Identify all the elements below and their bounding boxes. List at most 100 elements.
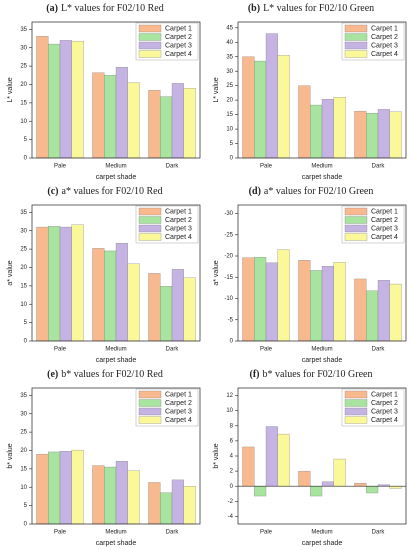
bar bbox=[127, 82, 140, 159]
bar bbox=[92, 248, 105, 342]
bar bbox=[148, 90, 161, 159]
legend-swatch bbox=[344, 207, 368, 216]
x-tick-label: Dark bbox=[166, 347, 180, 353]
legend-swatch bbox=[138, 207, 162, 216]
bar bbox=[171, 269, 184, 342]
bar bbox=[389, 486, 402, 489]
y-tick-label: -2 bbox=[228, 499, 234, 505]
x-axis-label: carpet shade bbox=[302, 174, 343, 181]
legend-label: Carpet 1 bbox=[165, 392, 192, 399]
bar bbox=[242, 257, 255, 342]
bar bbox=[277, 433, 290, 487]
bar bbox=[171, 83, 184, 159]
y-tick-label: 15 bbox=[20, 283, 27, 289]
plot-frame bbox=[237, 204, 407, 342]
y-tick-label: 35 bbox=[20, 393, 27, 399]
y-tick-label: 30 bbox=[20, 228, 27, 234]
bar bbox=[92, 465, 105, 525]
bar bbox=[36, 454, 49, 525]
x-tick-label: Medium bbox=[105, 164, 126, 170]
bar bbox=[366, 486, 379, 494]
bar bbox=[48, 226, 61, 342]
panel-label: (c) bbox=[47, 186, 58, 197]
x-tick-label: Pale bbox=[260, 347, 273, 353]
x-tick-label: Medium bbox=[311, 164, 332, 170]
y-tick-label: 5 bbox=[24, 503, 28, 509]
bar bbox=[333, 458, 346, 487]
x-tick-label: Dark bbox=[166, 164, 180, 170]
x-axis-label: carpet shade bbox=[302, 540, 343, 547]
legend-swatch bbox=[138, 399, 162, 407]
legend-swatch bbox=[138, 50, 162, 58]
y-tick-label: 45 bbox=[226, 25, 233, 31]
title-text: L* values for F02/10 Green bbox=[263, 3, 374, 14]
bar bbox=[310, 270, 323, 342]
legend-label: Carpet 1 bbox=[371, 392, 398, 399]
bar bbox=[321, 99, 334, 159]
bar bbox=[242, 446, 255, 487]
legend-label: Carpet 1 bbox=[165, 26, 192, 33]
bar bbox=[48, 451, 61, 525]
legend-label: Carpet 2 bbox=[371, 34, 398, 41]
chart-title: (f) b* values for F02/10 Green bbox=[250, 369, 373, 380]
plot-frame bbox=[237, 387, 407, 525]
bar bbox=[265, 426, 278, 487]
y-tick-label: 15 bbox=[20, 466, 27, 472]
y-tick-label: 35 bbox=[20, 210, 27, 216]
y-tick-label: 15 bbox=[226, 112, 233, 118]
bar bbox=[183, 277, 196, 342]
bar bbox=[59, 40, 72, 159]
y-tick-label: -25 bbox=[224, 232, 233, 238]
y-tick-label: 10 bbox=[226, 408, 233, 414]
x-axis-label: carpet shade bbox=[96, 174, 137, 181]
legend-swatch bbox=[138, 216, 162, 224]
bar bbox=[277, 249, 290, 342]
plot-frame bbox=[237, 21, 407, 159]
bar bbox=[377, 109, 390, 159]
legend-swatch bbox=[138, 41, 162, 50]
x-tick-label: Pale bbox=[54, 347, 67, 353]
bar bbox=[254, 60, 267, 159]
bar bbox=[148, 482, 161, 525]
bar bbox=[298, 260, 311, 342]
y-axis-label: a* value bbox=[7, 260, 14, 285]
legend-swatch bbox=[344, 41, 368, 50]
x-tick-label: Dark bbox=[372, 530, 386, 536]
y-tick-label: -10 bbox=[224, 296, 233, 302]
y-tick-label: 25 bbox=[20, 64, 27, 70]
bar bbox=[377, 280, 390, 342]
legend-label: Carpet 1 bbox=[371, 209, 398, 216]
x-tick-label: Pale bbox=[54, 530, 67, 536]
plot-frame bbox=[31, 204, 201, 342]
legend-swatch bbox=[138, 416, 162, 424]
bar bbox=[36, 36, 49, 159]
y-axis-label: L* value bbox=[213, 77, 220, 102]
legend-label: Carpet 4 bbox=[371, 417, 398, 424]
y-tick-label: 5 bbox=[24, 320, 28, 326]
bar bbox=[183, 88, 196, 159]
bar bbox=[277, 55, 290, 159]
bar bbox=[115, 67, 128, 159]
bar bbox=[36, 226, 49, 342]
legend-swatch bbox=[344, 33, 368, 41]
y-tick-label: 35 bbox=[20, 27, 27, 33]
y-tick-label: 0 bbox=[24, 522, 28, 528]
legend-swatch bbox=[344, 224, 368, 233]
legend-swatch bbox=[344, 50, 368, 58]
chart-title: (d) a* values for F02/10 Green bbox=[249, 186, 374, 197]
y-tick-label: 4 bbox=[230, 454, 234, 460]
x-axis-label: carpet shade bbox=[96, 540, 137, 547]
y-tick-label: 0 bbox=[24, 339, 28, 345]
x-tick-label: Medium bbox=[311, 347, 332, 353]
y-tick-label: 20 bbox=[20, 448, 27, 454]
chart-title: (e) b* values for F02/10 Red bbox=[47, 369, 163, 380]
bar bbox=[115, 243, 128, 342]
title-text: a* values for F02/10 Red bbox=[62, 186, 163, 197]
y-tick-label: 0 bbox=[230, 484, 234, 490]
y-axis-label: a* value bbox=[213, 260, 220, 285]
bar bbox=[366, 290, 379, 342]
y-tick-label: 30 bbox=[20, 411, 27, 417]
y-axis-label: b* value bbox=[7, 443, 14, 468]
legend-swatch bbox=[344, 407, 368, 416]
legend-label: Carpet 3 bbox=[165, 226, 192, 233]
